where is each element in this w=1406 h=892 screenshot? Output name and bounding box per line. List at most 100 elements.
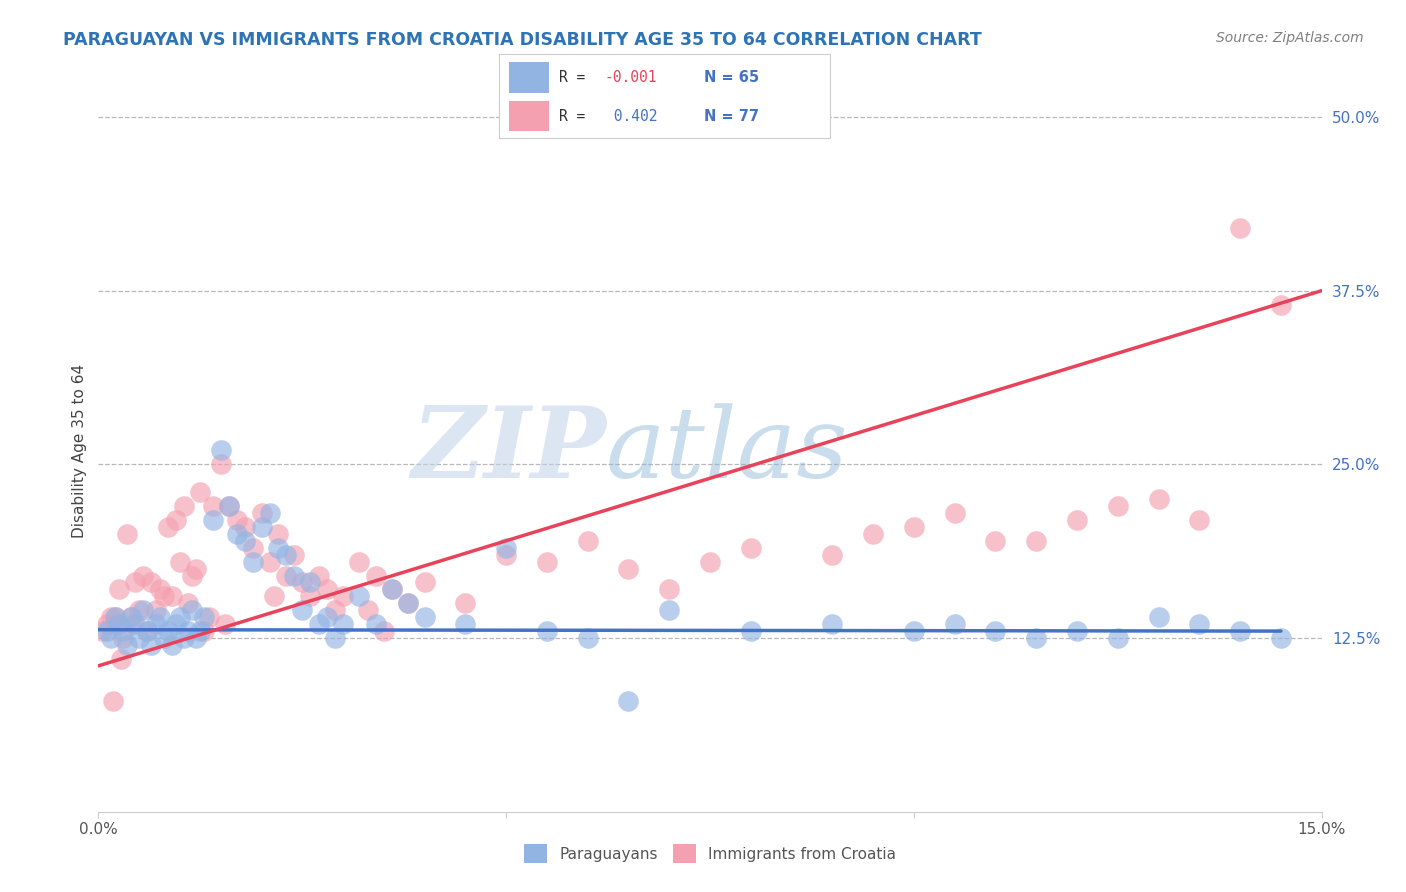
Point — [165, 513, 187, 527]
Point — [96, 617, 118, 632]
Point — [104, 617, 127, 632]
Point — [332, 590, 354, 604]
Point — [104, 610, 127, 624]
Point — [233, 533, 256, 548]
Point — [214, 617, 236, 632]
Point — [250, 506, 273, 520]
Point — [152, 631, 174, 645]
Point — [149, 582, 172, 597]
Text: PARAGUAYAN VS IMMIGRANTS FROM CROATIA DISABILITY AGE 35 TO 64 CORRELATION CHART: PARAGUAYAN VS IMMIGRANTS FROM CROATIA DI… — [63, 31, 981, 49]
Point — [124, 617, 146, 632]
Point — [699, 555, 721, 569]
Bar — [509, 101, 548, 131]
Point — [108, 582, 131, 597]
Point — [160, 590, 183, 604]
Point — [218, 499, 240, 513]
Point — [1107, 499, 1129, 513]
Point — [108, 617, 131, 632]
Point — [349, 555, 371, 569]
Point — [274, 548, 297, 562]
Text: 0.402: 0.402 — [605, 109, 658, 124]
Point — [188, 485, 212, 500]
Point — [110, 652, 132, 666]
Point — [1188, 617, 1211, 632]
Point — [1147, 610, 1170, 624]
Point — [381, 582, 404, 597]
Point — [536, 555, 558, 569]
Point — [1066, 624, 1088, 639]
Point — [267, 541, 290, 555]
Point — [177, 596, 200, 610]
Point — [132, 568, 155, 582]
Point — [188, 624, 212, 639]
Point — [128, 603, 150, 617]
Text: atlas: atlas — [606, 403, 849, 498]
Point — [218, 499, 240, 513]
Point — [356, 603, 378, 617]
Point — [165, 617, 187, 632]
Point — [658, 582, 681, 597]
Point — [576, 631, 599, 645]
Point — [120, 610, 142, 624]
Point — [495, 548, 517, 562]
Point — [197, 610, 219, 624]
Point — [617, 561, 640, 575]
Text: N = 77: N = 77 — [704, 109, 759, 124]
Point — [315, 582, 337, 597]
Point — [1025, 631, 1047, 645]
Point — [250, 520, 273, 534]
Point — [454, 596, 477, 610]
Point — [984, 624, 1007, 639]
Point — [364, 617, 387, 632]
Point — [91, 624, 114, 639]
Point — [209, 443, 232, 458]
Point — [299, 575, 322, 590]
Point — [536, 624, 558, 639]
Point — [658, 603, 681, 617]
Point — [1270, 297, 1292, 311]
Point — [186, 561, 208, 575]
Point — [100, 631, 122, 645]
Point — [186, 631, 208, 645]
Point — [495, 541, 517, 555]
Point — [181, 603, 204, 617]
Point — [136, 624, 159, 639]
Point — [149, 610, 172, 624]
Point — [124, 575, 146, 590]
Point — [1107, 631, 1129, 645]
Text: ZIP: ZIP — [411, 402, 606, 499]
Point — [1270, 631, 1292, 645]
Point — [291, 575, 314, 590]
Point — [136, 624, 159, 639]
Point — [1025, 533, 1047, 548]
Point — [576, 533, 599, 548]
Point — [381, 582, 404, 597]
Point — [299, 590, 322, 604]
Point — [193, 624, 215, 639]
Point — [96, 624, 118, 639]
Point — [242, 555, 264, 569]
Point — [121, 617, 143, 632]
Text: Source: ZipAtlas.com: Source: ZipAtlas.com — [1216, 31, 1364, 45]
Point — [141, 638, 163, 652]
Point — [181, 568, 204, 582]
Point — [396, 596, 419, 610]
Point — [617, 693, 640, 707]
Point — [413, 610, 436, 624]
Point — [943, 506, 966, 520]
Point — [120, 610, 142, 624]
Y-axis label: Disability Age 35 to 64: Disability Age 35 to 64 — [72, 363, 87, 538]
Point — [105, 610, 128, 624]
Point — [100, 610, 122, 624]
Point — [821, 548, 844, 562]
Point — [226, 513, 249, 527]
Point — [903, 624, 925, 639]
Point — [115, 526, 138, 541]
Point — [862, 526, 884, 541]
Text: N = 65: N = 65 — [704, 70, 759, 85]
Point — [332, 617, 354, 632]
Point — [156, 624, 179, 639]
Point — [111, 631, 134, 645]
Point — [1229, 221, 1251, 235]
Point — [943, 617, 966, 632]
